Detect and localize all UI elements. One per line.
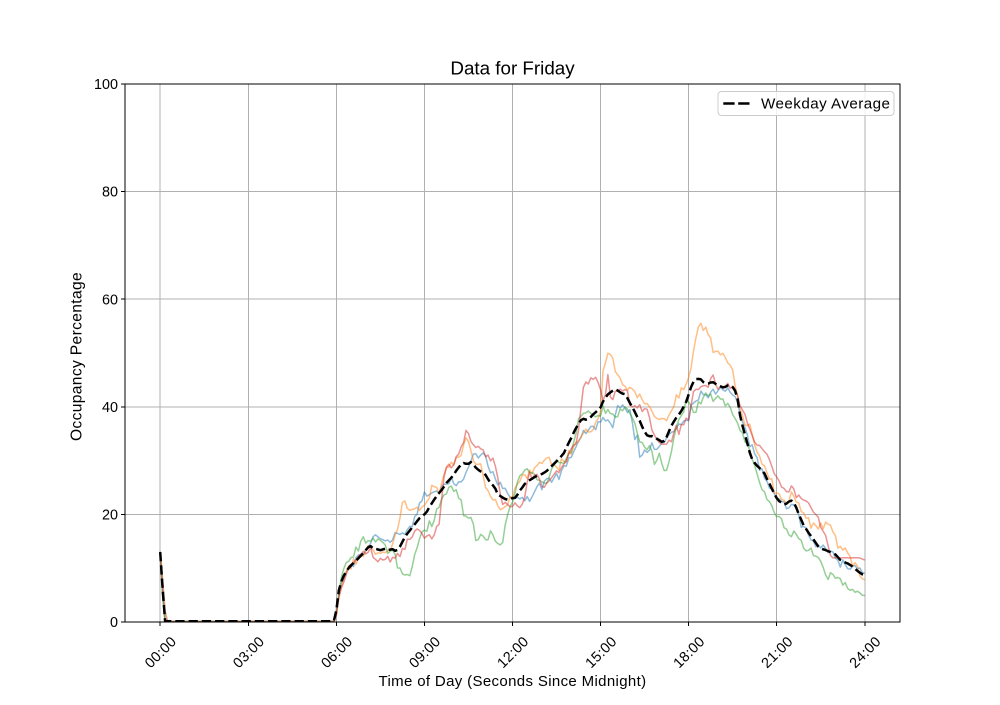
svg-text:Occupancy Percentage: Occupancy Percentage [69,272,86,441]
svg-text:40: 40 [102,400,118,416]
svg-text:Time of Day (Seconds Since Mid: Time of Day (Seconds Since Midnight) [379,673,647,690]
svg-text:80: 80 [102,185,118,201]
svg-text:100: 100 [94,77,118,93]
svg-text:60: 60 [102,292,118,308]
svg-text:Weekday Average: Weekday Average [761,96,890,113]
svg-text:20: 20 [102,508,118,524]
svg-text:Data for Friday: Data for Friday [450,58,575,79]
svg-text:0: 0 [110,615,118,631]
